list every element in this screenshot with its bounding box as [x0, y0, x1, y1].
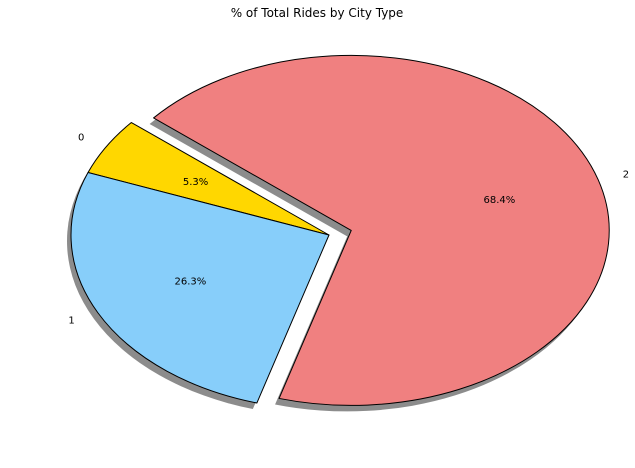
slice-percent-label: 26.3%: [175, 277, 207, 288]
pie-labels: 0 5.3% 1 26.3% 2 68.4%: [68, 132, 629, 326]
chart-title: % of Total Rides by City Type: [231, 6, 404, 20]
pie-slices: [70, 54, 610, 406]
slice-label: 0: [78, 132, 84, 143]
pie-slice-1: [70, 172, 330, 404]
pie-slice-2: [153, 54, 610, 406]
slice-percent-label: 68.4%: [484, 195, 516, 206]
slice-percent-label: 5.3%: [183, 177, 208, 188]
slice-label: 1: [68, 316, 74, 327]
slice-label: 2: [623, 170, 629, 181]
